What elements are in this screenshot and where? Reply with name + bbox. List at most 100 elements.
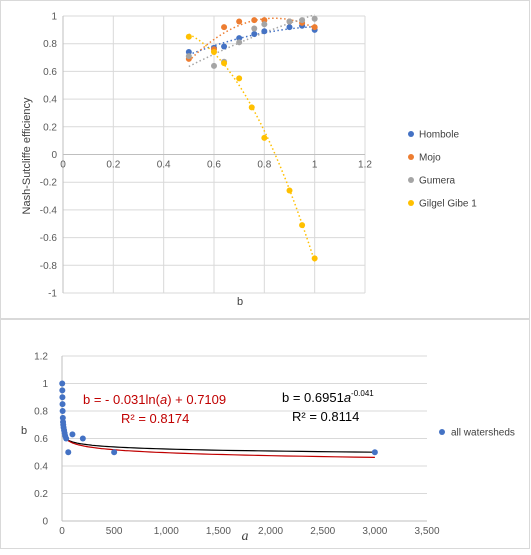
chart1-axes — [62, 16, 365, 293]
chart2-x-tick: 0 — [59, 526, 65, 537]
chart1-x-tick: 0.4 — [157, 160, 171, 171]
chart1-legend-label: Gumera — [419, 176, 456, 187]
chart2-points — [59, 380, 378, 456]
chart2-point — [371, 449, 378, 456]
chart2-point — [59, 387, 66, 394]
chart1-y-tick: -0.8 — [40, 261, 58, 272]
chart1-y-tick: 0.8 — [43, 39, 57, 50]
log-r2-text: R² = 0.8174 — [121, 411, 189, 426]
chart2-y-tick: 1 — [42, 379, 48, 390]
chart1-point — [221, 24, 228, 31]
chart1-y-tick: -0.6 — [40, 233, 58, 244]
chart1-point — [185, 53, 192, 60]
chart2-y-axis-label: b — [21, 425, 27, 437]
chart1-point — [299, 222, 306, 229]
chart1-x-tick: 0 — [60, 160, 66, 171]
chart1-point — [261, 17, 268, 24]
chart1-x-tick: 0.8 — [257, 160, 271, 171]
chart1-x-axis-label: b — [237, 296, 243, 308]
chart1-legend-marker — [408, 177, 414, 183]
chart1-point — [286, 187, 293, 194]
chart2-legend-label: all watersheds — [451, 428, 515, 439]
chart2-point — [69, 431, 76, 438]
chart2-legend: all watersheds — [439, 428, 515, 439]
chart1-points — [185, 15, 318, 262]
chart1-x-tick: 1.2 — [358, 160, 372, 171]
chart1-point — [261, 134, 268, 141]
chart1-point — [236, 18, 243, 25]
power-r2: R² = 0.8114 — [292, 409, 359, 424]
chart2-legend-marker — [439, 429, 445, 435]
chart2-x-axis-label: a — [242, 529, 249, 544]
power-equation: b = 0.6951a-0.041 — [282, 389, 374, 405]
chart2-point — [111, 449, 118, 456]
chart2-y-tick: 0.4 — [34, 462, 48, 473]
chart2-y-tick: 0.8 — [34, 407, 48, 418]
chart1-point — [221, 60, 228, 67]
chart1-point — [251, 25, 258, 32]
chart2-point — [79, 435, 86, 442]
chart1-point — [248, 104, 255, 111]
chart1-point — [286, 24, 293, 31]
chart2-y-tick: 0 — [42, 517, 48, 528]
chart1-y-tick: 0.6 — [43, 67, 57, 78]
chart1-legend: Hombole Mojo Gumera Gilgel Gibe 1 — [408, 130, 477, 210]
chart2-x-tick: 1,500 — [206, 526, 231, 537]
chart2-tick-labels: 1.2 1 0.8 0.6 0.4 0.2 00 500 1,000 1,500 2,000 2,50… — [34, 352, 440, 538]
chart2-x-tick: 3,000 — [362, 526, 387, 537]
chart1-point — [236, 39, 243, 46]
chart2-x-tick: 2,500 — [310, 526, 335, 537]
chart1-point — [261, 28, 268, 35]
chart1-y-tick: 0 — [51, 150, 57, 161]
chart1-point — [236, 35, 243, 42]
chart1-point — [221, 43, 228, 50]
chart2-x-tick: 500 — [106, 526, 123, 537]
chart1-y-axis-label: Nash-Sutcliffe efficiency — [21, 97, 33, 214]
chart2-y-tick: 1.2 — [34, 352, 48, 363]
chart1-point — [185, 49, 192, 56]
chart1-y-tick: -0.4 — [40, 205, 58, 216]
chart1-x-tick: 1 — [312, 160, 318, 171]
chart1-legend-marker — [408, 131, 414, 137]
chart1-legend-marker — [408, 154, 414, 160]
log-equation: b = - 0.031ln(a) + 0.7109 — [83, 392, 226, 407]
chart1-y-tick: 0.4 — [43, 95, 57, 106]
chart2-point — [59, 380, 66, 387]
chart1-y-tick: 1 — [51, 12, 57, 23]
chart1-legend-label: Mojo — [419, 153, 441, 164]
chart1-point — [251, 17, 258, 24]
chart1-trendline — [188, 17, 316, 62]
chart2-point — [59, 408, 66, 414]
chart2-y-tick: 0.6 — [34, 434, 48, 445]
chart1-legend-label: Hombole — [419, 130, 459, 141]
chart1-y-tick: -0.2 — [40, 178, 58, 189]
chart2-x-tick: 1,000 — [154, 526, 179, 537]
chart1-tick-labels: 10.80.60.40.20-0.2-0.4-0.6-0.8-10 0.2 0.4 0… — [40, 12, 373, 300]
chart1-trendline — [188, 14, 315, 68]
chart1-x-tick: 0.6 — [207, 160, 221, 171]
chart1-point — [261, 21, 268, 28]
chart1-point — [311, 15, 318, 22]
chart1-point — [211, 62, 217, 69]
chart1-y-tick: -1 — [48, 289, 57, 300]
chart1-point — [236, 75, 243, 82]
chart1-point — [185, 33, 192, 40]
chart2-x-tick: 3,500 — [414, 526, 439, 537]
chart1-point — [311, 24, 318, 31]
chart1-x-tick: 0.2 — [106, 160, 120, 171]
chart1-point — [299, 17, 306, 24]
chart1-legend-marker — [408, 200, 414, 206]
chart2-point — [63, 435, 70, 442]
chart2-point — [59, 394, 66, 401]
chart1-trendline — [188, 25, 315, 56]
chart1-point — [251, 31, 258, 38]
chart1-point — [286, 18, 293, 25]
chart1-point — [211, 49, 217, 56]
chart2-x-tick: 2,000 — [258, 526, 283, 537]
chart2-y-tick: 0.2 — [34, 489, 48, 500]
chart1-y-tick: 0.2 — [43, 122, 57, 133]
chart2-point — [59, 401, 66, 408]
chart2-point — [65, 449, 72, 456]
chart1-legend-label: Gilgel Gibe 1 — [419, 199, 477, 210]
